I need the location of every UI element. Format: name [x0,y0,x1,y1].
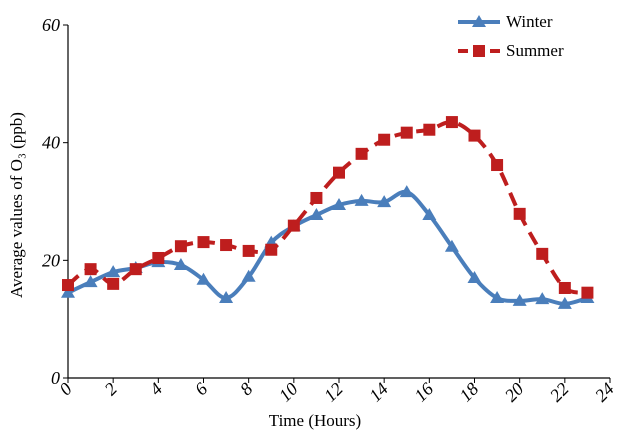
marker [174,240,187,253]
x-tick-label: 24 [591,379,618,406]
marker [399,185,414,198]
marker [220,239,233,252]
marker [378,133,391,146]
marker [513,207,526,220]
x-tick-label: 6 [191,379,212,400]
marker [512,293,527,306]
y-tick-label: 40 [42,133,60,153]
marker [241,269,256,282]
x-tick-label: 18 [455,379,482,406]
x-tick-label: 16 [410,379,437,406]
marker [490,290,505,303]
marker [197,236,210,249]
marker [332,198,346,211]
legend-label: Winter [506,12,553,31]
marker [473,45,485,57]
x-tick-label: 14 [365,379,392,406]
x-axis-label: Time (Hours) [269,411,361,430]
marker [287,219,300,232]
marker [355,147,368,160]
x-tick-label: 8 [236,379,257,400]
marker [152,251,165,264]
x-tick-label: 20 [501,379,528,406]
marker [581,286,594,299]
x-tick-label: 12 [320,379,347,406]
marker [535,292,550,305]
series-line [66,120,588,295]
marker [107,277,120,290]
marker [242,244,255,257]
marker [129,263,142,276]
marker [354,193,369,206]
x-tick-label: 22 [546,379,573,406]
marker [310,191,323,204]
marker [61,285,75,298]
marker [219,290,234,303]
y-tick-label: 20 [42,250,60,270]
marker [422,208,437,221]
marker [536,247,549,260]
marker [265,243,278,256]
marker [400,126,413,139]
x-tick-label: 4 [146,379,167,400]
marker [472,15,486,27]
y-axis-label: Average values of O₃ (ppb) [7,112,26,298]
marker [444,239,459,252]
marker [467,270,482,283]
marker [491,159,504,172]
marker [196,272,211,285]
marker [558,281,571,294]
y-tick-label: 60 [42,15,60,35]
x-tick-label: 10 [275,379,302,406]
series-line [67,189,588,306]
marker [62,279,74,292]
marker [106,265,121,278]
y-tick-label: 0 [51,368,60,388]
marker [84,263,97,276]
marker [468,129,481,142]
marker [557,296,572,309]
marker [173,258,188,271]
marker [423,123,436,136]
marker [83,275,98,288]
marker [445,116,458,129]
legend-label: Summer [506,41,564,60]
marker [309,208,324,221]
x-tick-label: 2 [100,379,121,400]
x-tick-label: 0 [55,379,76,400]
marker [333,166,345,179]
marker [377,195,392,208]
